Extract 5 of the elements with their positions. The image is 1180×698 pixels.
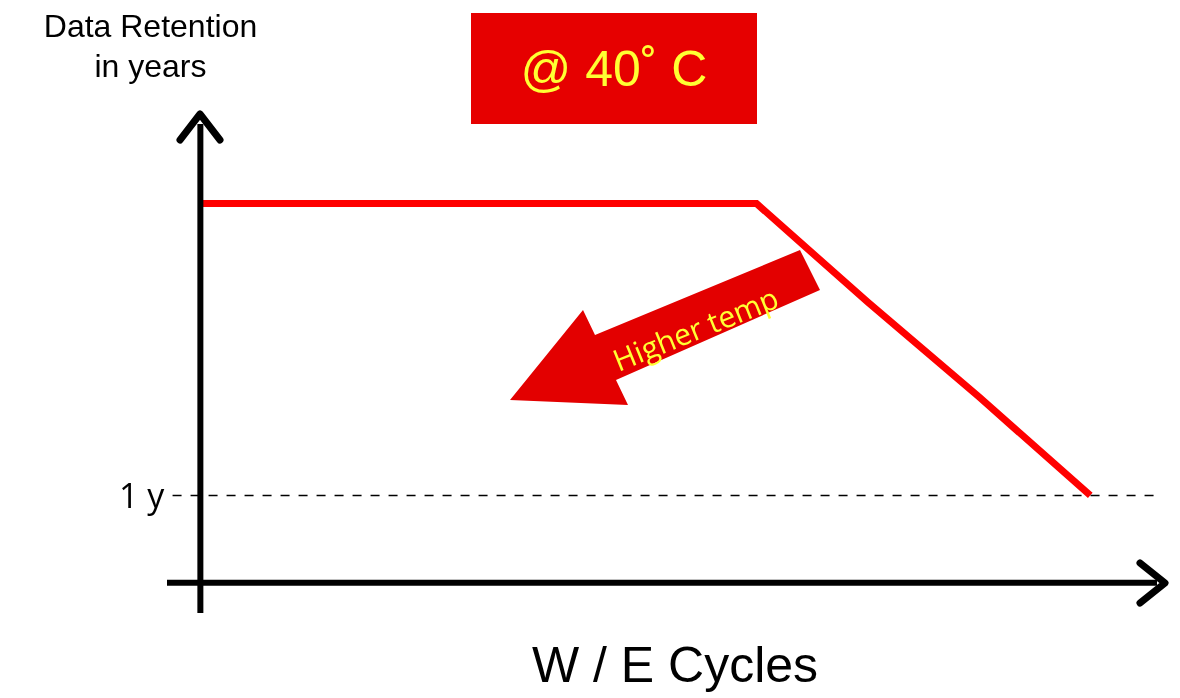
ref-line-label: 1 y	[119, 472, 166, 518]
y-axis-title: Data Retention in years	[42, 7, 259, 86]
chart-title: @ 40˚ C	[471, 13, 757, 124]
annotation: Higher temp	[606, 276, 785, 381]
x-axis-title: W / E Cycles	[530, 636, 820, 694]
